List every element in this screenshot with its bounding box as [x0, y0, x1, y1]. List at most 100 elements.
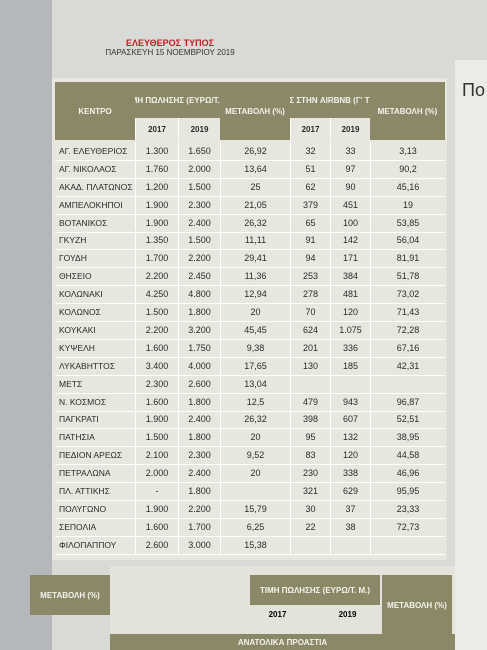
value-cell: 33 — [330, 142, 370, 160]
value-cell: 1.600 — [135, 392, 178, 411]
value-cell — [290, 374, 330, 393]
value-cell: 1.900 — [135, 213, 178, 232]
header-change: ΜΕΤΑΒΟΛΗ (%) — [370, 82, 445, 140]
value-cell: 379 — [290, 195, 330, 214]
value-cell: 20 — [220, 428, 290, 447]
value-cell: 65 — [290, 213, 330, 232]
value-cell: 2.300 — [135, 374, 178, 393]
header-area: ΚΕΝΤΡΟ — [55, 82, 135, 140]
value-cell: 230 — [290, 464, 330, 483]
value-cell: 130 — [290, 356, 330, 375]
value-cell: 44,58 — [370, 446, 445, 465]
value-cell: 51,78 — [370, 267, 445, 286]
value-cell: 398 — [290, 410, 330, 429]
value-cell — [370, 374, 445, 393]
value-cell — [330, 535, 370, 554]
value-cell: 13,04 — [220, 374, 290, 393]
value-cell: 2.200 — [178, 249, 220, 268]
area-name: ΘΗΣΕΙΟ — [59, 271, 92, 282]
next-price: ΤΙΜΗ ΠΩΛΗΣΗΣ (ΕΥΡΩ/Τ. Μ.) — [250, 575, 380, 605]
value-cell: 15,79 — [220, 500, 290, 518]
value-cell: 481 — [330, 285, 370, 304]
value-cell: 90,2 — [370, 159, 445, 178]
value-cell: 2.200 — [135, 321, 178, 339]
value-cell: 45,16 — [370, 177, 445, 196]
value-cell: 26,32 — [220, 410, 290, 429]
value-cell: 95 — [290, 428, 330, 447]
row-line — [55, 535, 445, 537]
value-cell: 13,64 — [220, 159, 290, 178]
paper-name: ΕΛΕΥΘΕΡΟΣ ΤΥΠΟΣ — [126, 38, 214, 48]
value-cell: 1.700 — [178, 517, 220, 536]
area-name: ΓΟΥΔΗ — [59, 253, 87, 264]
value-cell: 12,94 — [220, 285, 290, 304]
value-cell: 30 — [290, 500, 330, 518]
value-cell: 120 — [330, 446, 370, 465]
area-name: ΚΥΨΕΛΗ — [59, 342, 95, 353]
value-cell: 338 — [330, 464, 370, 483]
value-cell: 4.000 — [178, 356, 220, 375]
area-name: ΒΟΤΑΝΙΚΟΣ — [59, 217, 108, 228]
value-cell: 11,11 — [220, 231, 290, 250]
header-year: 2017 — [290, 118, 330, 140]
value-cell: 253 — [290, 267, 330, 286]
value-cell: 4.800 — [178, 285, 220, 304]
row-line — [55, 374, 445, 376]
value-cell — [290, 535, 330, 554]
value-cell: 71,43 — [370, 303, 445, 321]
value-cell: 185 — [330, 356, 370, 375]
row-line — [55, 356, 445, 358]
value-cell: 607 — [330, 410, 370, 429]
row-line — [55, 464, 445, 466]
area-name: ΠΛ. ΑΤΤΙΚΗΣ — [59, 486, 110, 497]
area-name: ΚΟΛΩΝΑΚΙ — [59, 289, 103, 300]
area-name: ΑΓ. ΝΙΚΟΛΑΟΣ — [59, 163, 117, 174]
value-cell: 4.250 — [135, 285, 178, 304]
row-line — [55, 482, 445, 484]
value-cell: 1.800 — [178, 303, 220, 321]
header-change: ΜΕΤΑΒΟΛΗ (%) — [220, 82, 290, 140]
value-cell: 2.100 — [135, 446, 178, 465]
value-cell: 451 — [330, 195, 370, 214]
area-name: ΚΟΛΩΝΟΣ — [59, 307, 101, 318]
value-cell — [220, 482, 290, 500]
value-cell: 72,73 — [370, 517, 445, 536]
area-name: ΑΓ. ΕΛΕΥΘΕΡΙΟΣ — [59, 145, 128, 156]
value-cell: 37 — [330, 500, 370, 518]
value-cell: 1.500 — [178, 177, 220, 196]
value-cell: 97 — [330, 159, 370, 178]
value-cell: 3.400 — [135, 356, 178, 375]
value-cell: 1.800 — [178, 482, 220, 500]
row-line — [55, 231, 445, 233]
row-line — [55, 303, 445, 305]
value-cell: 17,65 — [220, 356, 290, 375]
value-cell: 3.000 — [178, 535, 220, 554]
header-year: 2019 — [178, 118, 220, 140]
next-year: 2019 — [338, 610, 357, 619]
value-cell: 2.200 — [178, 500, 220, 518]
value-cell: 1.900 — [135, 410, 178, 429]
value-cell: 2.600 — [178, 374, 220, 393]
value-cell: 62 — [290, 177, 330, 196]
value-cell: 15,38 — [220, 535, 290, 554]
row-line — [55, 428, 445, 430]
value-cell: 25 — [220, 177, 290, 196]
value-cell: 67,16 — [370, 338, 445, 357]
value-cell: 32 — [290, 142, 330, 160]
value-cell: 1.800 — [178, 392, 220, 411]
row-line — [55, 446, 445, 448]
header-airbnb: ΑΓΓΕΛΙΕΣ ΣΤΗΝ AIRBNB (Γ' ΤΡΙΜΗΝΟ) — [290, 82, 370, 118]
value-cell: 2.000 — [135, 464, 178, 483]
value-cell: 12,5 — [220, 392, 290, 411]
value-cell: 100 — [330, 213, 370, 232]
row-line — [55, 159, 445, 161]
row-line — [55, 338, 445, 340]
value-cell: 1.075 — [330, 321, 370, 339]
value-cell: 20 — [220, 464, 290, 483]
value-cell: 38,95 — [370, 428, 445, 447]
header-year: 2017 — [135, 118, 178, 140]
value-cell — [370, 535, 445, 554]
row-line — [55, 195, 445, 197]
value-cell: 45,45 — [220, 321, 290, 339]
